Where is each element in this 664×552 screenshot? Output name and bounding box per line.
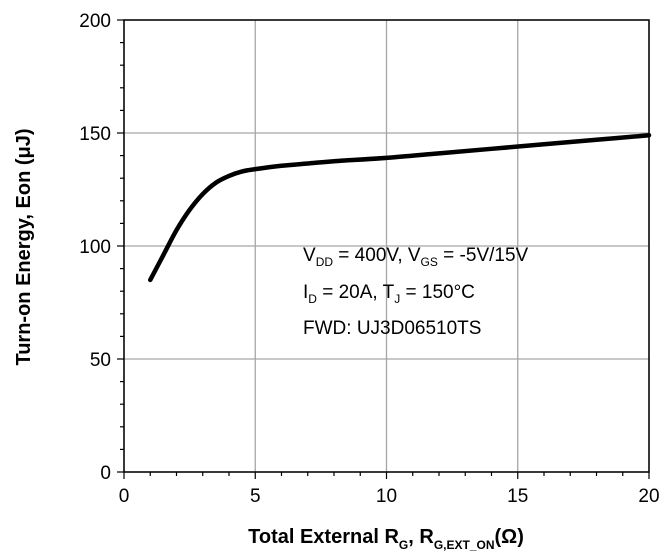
x-tick-label: 0 — [119, 486, 130, 507]
y-tick-labels: 0 50 100 150 200 — [79, 11, 111, 484]
x-tick-label: 20 — [638, 486, 659, 507]
y-axis-title: Turn-on Energy, Eon (μJ) — [13, 128, 35, 365]
y-tick-label: 150 — [79, 124, 111, 145]
annotation-line-2: ID = 20A, TJ = 150°C — [303, 282, 475, 306]
series-line — [148, 133, 652, 283]
y-tick-label: 50 — [90, 350, 111, 371]
y-tick-label: 100 — [79, 237, 111, 258]
annotation-line-3: FWD: UJ3D06510TS — [303, 318, 481, 339]
x-tick-label: 15 — [507, 486, 528, 507]
y-tick-label: 0 — [100, 463, 111, 484]
annotation-line-1: VDD = 400V, VGS = -5V/15V — [303, 245, 529, 269]
x-tick-label: 10 — [376, 486, 397, 507]
x-tick-label: 5 — [250, 486, 261, 507]
x-axis-title: Total External RG, RG,EXT_ON(Ω) — [248, 526, 524, 552]
y-tick-label: 200 — [79, 11, 111, 32]
x-tick-labels: 0 5 10 15 20 — [119, 486, 660, 507]
plot-area — [123, 19, 650, 473]
